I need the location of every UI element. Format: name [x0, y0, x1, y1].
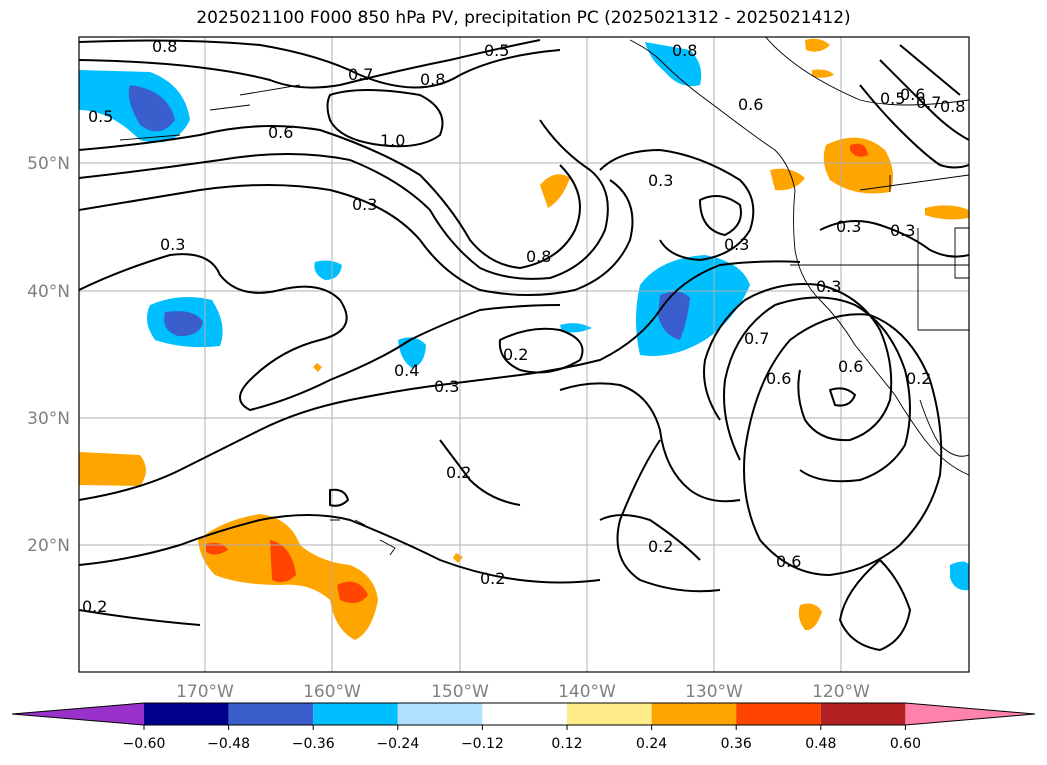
precip-positive-area: [925, 205, 969, 220]
contour-label: 0.3: [816, 277, 841, 296]
contour-label: 0.6: [268, 123, 293, 142]
contour-label: 0.6: [838, 357, 863, 376]
precip-negative-core: [658, 291, 690, 340]
precip-positive-core: [206, 542, 228, 555]
contour-label: 0.5: [88, 107, 113, 126]
contour-label: 0.3: [890, 221, 915, 240]
lat-label: 50°N: [27, 154, 70, 174]
contour-label: 0.8: [420, 70, 445, 89]
colorbar-tick-label: 0.48: [805, 736, 836, 752]
precip-positive-core: [270, 540, 296, 583]
coastlines: [119, 37, 969, 556]
contour-label: 0.7: [744, 329, 769, 348]
contour-label: 0.6: [776, 552, 801, 571]
precip-positive-area: [79, 452, 146, 486]
contour-label: 0.4: [394, 361, 419, 380]
lat-labels: 50°N 40°N 30°N 20°N: [27, 154, 70, 556]
contour-label: 0.5: [484, 41, 509, 60]
colorbar-segment: [144, 703, 229, 725]
contour-label: 0.2: [480, 569, 505, 588]
graticule: [79, 37, 969, 672]
colorbar-segment: [905, 703, 1035, 725]
colorbar-tick-label: 0.36: [721, 736, 752, 752]
colorbar-segment: [12, 703, 144, 725]
contour-label: 0.8: [940, 97, 965, 116]
precip-negative-core: [163, 311, 203, 337]
contour-label: 0.2: [446, 463, 471, 482]
contour-label: 0.8: [152, 37, 177, 56]
colorbar-tick-label: −0.36: [292, 736, 335, 752]
colorbar-tick-label: −0.60: [123, 736, 166, 752]
contour-label: 0.2: [648, 537, 673, 556]
contour-label: 0.2: [906, 369, 931, 388]
precip-positive-area: [453, 553, 463, 563]
precip-negative-area: [314, 260, 342, 280]
contour-labels: 0.8 0.5 0.8 0.7 0.8 0.6 1.0 0.6 0.5 0.6 …: [82, 37, 965, 616]
precip-positive-area: [770, 168, 805, 191]
contour-label: 0.7: [916, 93, 941, 112]
lat-label: 20°N: [27, 536, 70, 556]
lat-label: 30°N: [27, 409, 70, 429]
contour-label: 0.2: [82, 597, 107, 616]
colorbar-tick-label: 0.60: [890, 736, 921, 752]
precip-positive-area: [805, 38, 830, 52]
precip-positive-area: [540, 174, 570, 208]
contour-label: 0.3: [836, 217, 861, 236]
contour-label: 0.2: [503, 345, 528, 364]
map-title: 2025021100 F000 850 hPa PV, precipitatio…: [196, 8, 851, 28]
lon-label: 140°W: [558, 682, 616, 702]
contour-label: 0.3: [160, 235, 185, 254]
colorbar-segment: [567, 703, 652, 725]
colorbar-segment: [820, 703, 906, 725]
contour-label: 0.7: [348, 65, 373, 84]
colorbar-segment: [313, 703, 398, 725]
lon-label: 170°W: [176, 682, 234, 702]
contour-label: 0.3: [648, 171, 673, 190]
contour-label: 0.3: [724, 235, 749, 254]
precip-positive-area: [798, 603, 822, 631]
contour-label: 0.6: [766, 369, 791, 388]
contour-label: 0.6: [900, 85, 925, 104]
colorbar-segment: [651, 703, 737, 725]
colorbar-segment: [482, 703, 567, 725]
contour-label: 0.5: [880, 89, 905, 108]
lon-labels: 170°W 160°W 150°W 140°W 130°W 120°W: [176, 682, 870, 702]
precip-negative-area: [398, 337, 426, 368]
colorbar-segment: [228, 703, 314, 725]
contour-label: 0.6: [738, 95, 763, 114]
precip-positive-area: [313, 363, 322, 372]
precip-negative-area: [950, 561, 969, 591]
contour-label: 0.3: [434, 377, 459, 396]
colorbar-tick-label: −0.12: [461, 736, 504, 752]
precip-negative-area: [560, 323, 592, 333]
colorbar-tick-label: −0.48: [207, 736, 250, 752]
precip-negative-area: [636, 255, 750, 356]
contour-label: 0.8: [672, 41, 697, 60]
precip-negative-core: [128, 85, 175, 132]
colorbar-tick-label: 0.12: [551, 736, 582, 752]
colorbar: −0.60 −0.48 −0.36 −0.24 −0.12 0.12 0.24 …: [11, 702, 1036, 752]
lon-label: 150°W: [431, 682, 489, 702]
colorbar-segment: [397, 703, 483, 725]
colorbar-tick-label: −0.24: [376, 736, 419, 752]
contour-label: 0.8: [526, 247, 551, 266]
colorbar-tick-label: 0.24: [636, 736, 667, 752]
colorbar-segment: [736, 703, 821, 725]
precip-negative-area: [645, 42, 702, 87]
contour-label: 0.3: [352, 195, 377, 214]
plot-border: [78, 36, 970, 673]
pv-contours: [79, 39, 969, 651]
lon-label: 120°W: [812, 682, 870, 702]
lat-label: 40°N: [27, 282, 70, 302]
precip-positive-core: [850, 143, 868, 157]
precip-positive-area: [812, 69, 834, 78]
precip-shading: [79, 38, 969, 640]
lon-label: 160°W: [303, 682, 361, 702]
precip-positive-core: [337, 581, 368, 604]
lon-label: 130°W: [685, 682, 743, 702]
contour-label: 1.0: [380, 131, 405, 150]
